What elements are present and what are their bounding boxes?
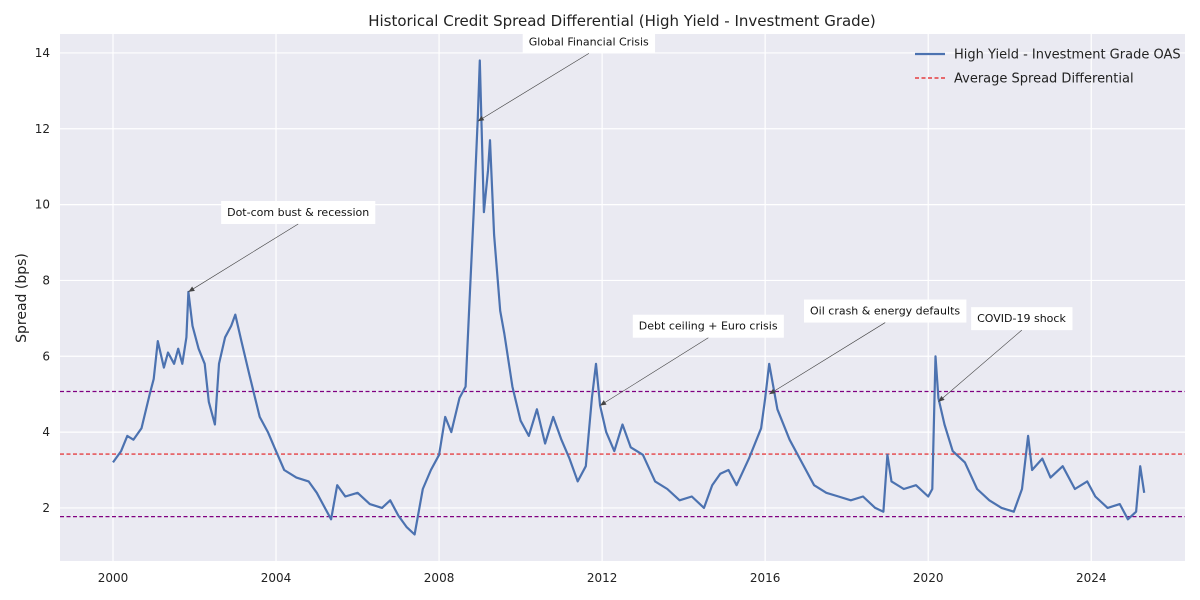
annotation-1: Global Financial Crisis bbox=[477, 30, 656, 122]
y-tick-label: 14 bbox=[35, 46, 50, 60]
annotations: Dot-com bust & recession Global Financial… bbox=[188, 30, 1073, 406]
annotation-box bbox=[804, 299, 967, 323]
x-axis: 2000 2004 2008 2012 2016 2020 2024 bbox=[98, 571, 1107, 585]
y-tick-label: 8 bbox=[42, 273, 50, 287]
x-tick-label: 2000 bbox=[98, 571, 129, 585]
annotation-label: COVID-19 shock bbox=[977, 312, 1066, 325]
y-tick-label: 12 bbox=[35, 122, 50, 136]
annotation-arrow bbox=[477, 53, 590, 122]
annotation-label: Debt ceiling + Euro crisis bbox=[639, 320, 778, 333]
annotation-4: COVID-19 shock bbox=[938, 307, 1073, 402]
legend: High Yield - Investment Grade OAS Average… bbox=[915, 48, 1181, 87]
annotation-arrow bbox=[188, 223, 299, 293]
annotation-box bbox=[522, 30, 656, 54]
x-tick-label: 2008 bbox=[424, 571, 455, 585]
x-tick-label: 2020 bbox=[913, 571, 944, 585]
annotation-label: Oil crash & energy defaults bbox=[810, 305, 960, 318]
annotation-arrowhead bbox=[769, 388, 776, 395]
y-tick-label: 10 bbox=[35, 198, 50, 212]
annotation-3: Oil crash & energy defaults bbox=[769, 299, 967, 395]
chart-title: Historical Credit Spread Differential (H… bbox=[368, 12, 876, 30]
series-line-0 bbox=[112, 59, 1146, 536]
annotation-arrow bbox=[938, 329, 1022, 402]
annotation-box bbox=[221, 200, 376, 224]
y-tick-label: 2 bbox=[42, 501, 50, 515]
annotation-arrowhead bbox=[188, 286, 195, 292]
annotation-arrowhead bbox=[477, 115, 485, 122]
x-tick-label: 2024 bbox=[1076, 571, 1107, 585]
x-tick-label: 2004 bbox=[261, 571, 292, 585]
x-tick-label: 2016 bbox=[750, 571, 781, 585]
legend-label: High Yield - Investment Grade OAS bbox=[954, 48, 1181, 63]
annotation-arrow bbox=[599, 337, 709, 406]
annotation-box bbox=[632, 314, 784, 338]
annotation-2: Debt ceiling + Euro crisis bbox=[599, 314, 784, 406]
legend-label: Average Spread Differential bbox=[954, 72, 1134, 87]
y-axis-label: Spread (bps) bbox=[14, 253, 30, 343]
y-tick-label: 4 bbox=[42, 425, 50, 439]
annotation-label: Global Financial Crisis bbox=[529, 35, 649, 48]
annotation-arrow bbox=[769, 322, 886, 395]
annotation-arrowhead bbox=[600, 400, 607, 406]
annotation-box bbox=[971, 307, 1073, 331]
annotation-label: Dot-com bust & recession bbox=[227, 206, 369, 219]
annotation-arrowhead bbox=[938, 395, 945, 402]
x-tick-label: 2012 bbox=[587, 571, 618, 585]
annotation-0: Dot-com bust & recession bbox=[188, 200, 376, 293]
series-layer bbox=[112, 59, 1146, 536]
y-axis: 2 4 6 8 10 12 14 bbox=[35, 46, 50, 515]
y-tick-label: 6 bbox=[42, 349, 50, 363]
plot-area bbox=[60, 34, 1185, 561]
